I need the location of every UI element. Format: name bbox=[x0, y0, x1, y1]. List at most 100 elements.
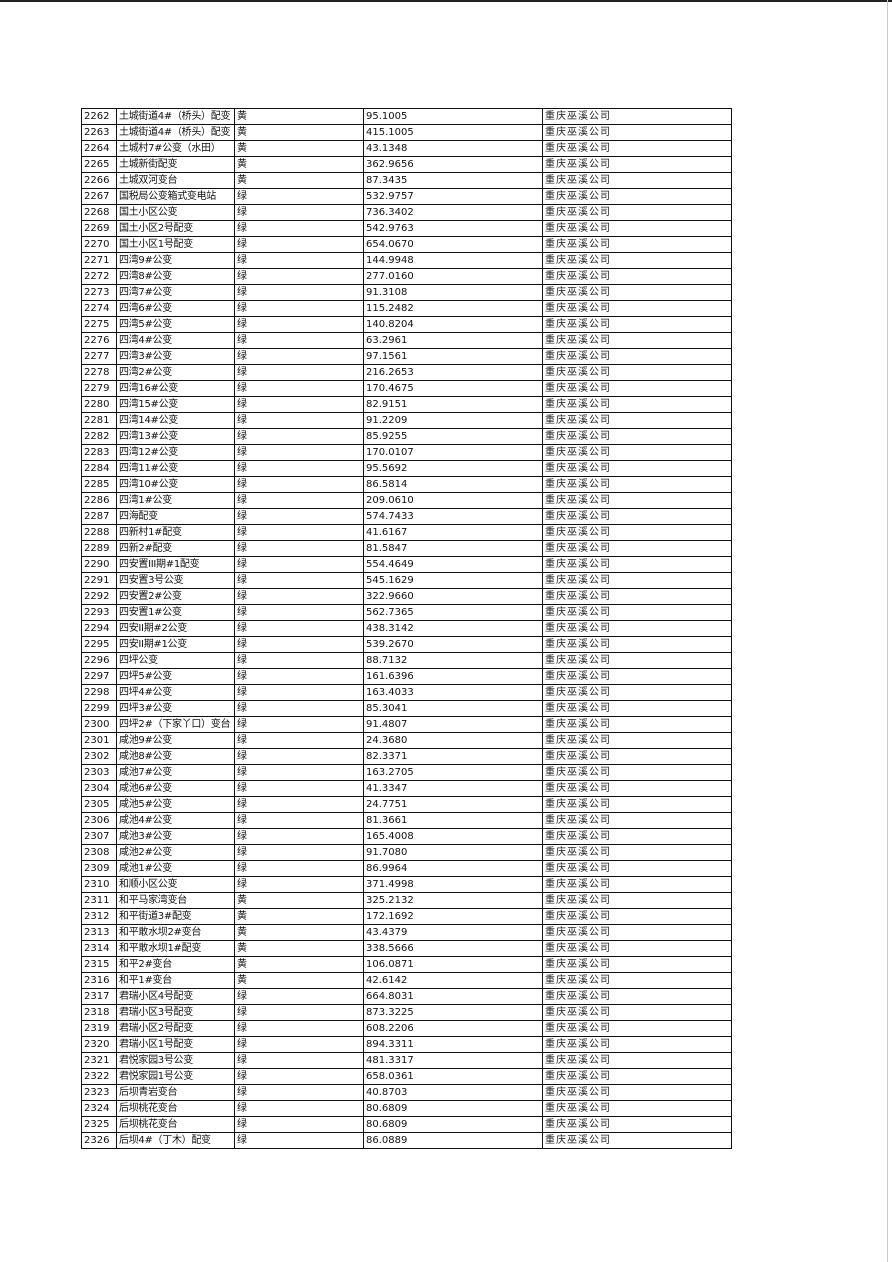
row-number-cell: 2263 bbox=[81, 124, 117, 141]
station-name-cell: 咸池3#公变 bbox=[116, 828, 235, 845]
value-cell: 91.2209 bbox=[363, 412, 543, 429]
company-cell: 重庆巫溪公司 bbox=[542, 348, 732, 365]
status-level-cell: 绿 bbox=[234, 636, 364, 653]
station-name-cell: 四坪4#公变 bbox=[116, 684, 235, 701]
company-cell: 重庆巫溪公司 bbox=[542, 860, 732, 877]
row-number-cell: 2318 bbox=[81, 1004, 117, 1021]
table-row: 2287 四海配变绿 574.7433 重庆巫溪公司 bbox=[81, 508, 732, 525]
value-cell: 85.9255 bbox=[363, 428, 543, 445]
value-cell: 41.6167 bbox=[363, 524, 543, 541]
table-row: 2284 四湾11#公变绿 95.5692 重庆巫溪公司 bbox=[81, 460, 732, 477]
row-number-cell: 2264 bbox=[81, 140, 117, 157]
station-name-cell: 和平2#变台 bbox=[116, 956, 235, 973]
company-cell: 重庆巫溪公司 bbox=[542, 1020, 732, 1037]
status-level-cell: 绿 bbox=[234, 684, 364, 701]
table-row: 2291 四安置3号公变绿 545.1629 重庆巫溪公司 bbox=[81, 572, 732, 589]
table-body: 2262 土城街道4#（桥头）配变黄 95.1005 重庆巫溪公司 2263 土城街道4#… bbox=[81, 108, 732, 1149]
table-row: 2319 君瑞小区2号配变绿 608.2206 重庆巫溪公司 bbox=[81, 1020, 732, 1037]
company-cell: 重庆巫溪公司 bbox=[542, 1100, 732, 1117]
value-cell: 86.5814 bbox=[363, 476, 543, 493]
station-name-cell: 咸池1#公变 bbox=[116, 860, 235, 877]
status-level-cell: 绿 bbox=[234, 220, 364, 237]
station-name-cell: 国土小区1号配变 bbox=[116, 236, 235, 253]
row-number-cell: 2291 bbox=[81, 572, 117, 589]
table-row: 2309 咸池1#公变绿 86.9964 重庆巫溪公司 bbox=[81, 860, 732, 877]
company-cell: 重庆巫溪公司 bbox=[542, 748, 732, 765]
station-name-cell: 和平1#变台 bbox=[116, 972, 235, 989]
company-cell: 重庆巫溪公司 bbox=[542, 364, 732, 381]
value-cell: 42.6142 bbox=[363, 972, 543, 989]
value-cell: 161.6396 bbox=[363, 668, 543, 685]
table-row: 2271 四湾9#公变绿 144.9948 重庆巫溪公司 bbox=[81, 252, 732, 269]
station-name-cell: 咸池5#公变 bbox=[116, 796, 235, 813]
station-name-cell: 土城新街配变 bbox=[116, 156, 235, 173]
company-cell: 重庆巫溪公司 bbox=[542, 1068, 732, 1085]
table-row: 2278 四湾2#公变绿 216.2653 重庆巫溪公司 bbox=[81, 364, 732, 381]
station-name-cell: 后坝青岩变台 bbox=[116, 1084, 235, 1101]
value-cell: 144.9948 bbox=[363, 252, 543, 269]
value-cell: 91.7080 bbox=[363, 844, 543, 861]
station-name-cell: 国土小区2号配变 bbox=[116, 220, 235, 237]
row-number-cell: 2307 bbox=[81, 828, 117, 845]
table-row: 2310 和顺小区公变绿 371.4998 重庆巫溪公司 bbox=[81, 876, 732, 893]
status-level-cell: 黄 bbox=[234, 908, 364, 925]
status-level-cell: 绿 bbox=[234, 396, 364, 413]
status-level-cell: 绿 bbox=[234, 252, 364, 269]
value-cell: 43.1348 bbox=[363, 140, 543, 157]
value-cell: 481.3317 bbox=[363, 1052, 543, 1069]
value-cell: 664.8031 bbox=[363, 988, 543, 1005]
table-row: 2315 和平2#变台黄 106.0871 重庆巫溪公司 bbox=[81, 956, 732, 973]
table-row: 2282 四湾13#公变绿 85.9255 重庆巫溪公司 bbox=[81, 428, 732, 445]
row-number-cell: 2297 bbox=[81, 668, 117, 685]
station-name-cell: 国土小区公变 bbox=[116, 204, 235, 221]
company-cell: 重庆巫溪公司 bbox=[542, 652, 732, 669]
station-name-cell: 四新2#配变 bbox=[116, 540, 235, 557]
status-level-cell: 黄 bbox=[234, 924, 364, 941]
company-cell: 重庆巫溪公司 bbox=[542, 444, 732, 461]
table-row: 2295 四安II期#1公变绿 539.2670 重庆巫溪公司 bbox=[81, 636, 732, 653]
station-name-cell: 四安II期#2公变 bbox=[116, 620, 235, 637]
table-row: 2275 四湾5#公变绿 140.8204 重庆巫溪公司 bbox=[81, 316, 732, 333]
station-name-cell: 咸池8#公变 bbox=[116, 748, 235, 765]
station-name-cell: 咸池9#公变 bbox=[116, 732, 235, 749]
status-level-cell: 绿 bbox=[234, 1084, 364, 1101]
row-number-cell: 2265 bbox=[81, 156, 117, 173]
row-number-cell: 2274 bbox=[81, 300, 117, 317]
status-level-cell: 黄 bbox=[234, 940, 364, 957]
value-cell: 608.2206 bbox=[363, 1020, 543, 1037]
table-row: 2300 四坪2#（下家丫口）变台绿 91.4807 重庆巫溪公司 bbox=[81, 716, 732, 733]
value-cell: 81.3661 bbox=[363, 812, 543, 829]
table-row: 2311 和平马家湾变台黄 325.2132 重庆巫溪公司 bbox=[81, 892, 732, 909]
status-level-cell: 绿 bbox=[234, 492, 364, 509]
company-cell: 重庆巫溪公司 bbox=[542, 1116, 732, 1133]
value-cell: 40.8703 bbox=[363, 1084, 543, 1101]
table-row: 2280 四湾15#公变绿 82.9151 重庆巫溪公司 bbox=[81, 396, 732, 413]
status-level-cell: 绿 bbox=[234, 1116, 364, 1133]
table-row: 2281 四湾14#公变绿 91.2209 重庆巫溪公司 bbox=[81, 412, 732, 429]
station-name-cell: 土城双河变台 bbox=[116, 172, 235, 189]
table-row: 2289 四新2#配变绿 81.5847 重庆巫溪公司 bbox=[81, 540, 732, 557]
page-right-edge bbox=[887, 0, 888, 1262]
company-cell: 重庆巫溪公司 bbox=[542, 556, 732, 573]
company-cell: 重庆巫溪公司 bbox=[542, 940, 732, 957]
row-number-cell: 2289 bbox=[81, 540, 117, 557]
station-name-cell: 和顺小区公变 bbox=[116, 876, 235, 893]
status-level-cell: 绿 bbox=[234, 204, 364, 221]
company-cell: 重庆巫溪公司 bbox=[542, 156, 732, 173]
row-number-cell: 2311 bbox=[81, 892, 117, 909]
value-cell: 216.2653 bbox=[363, 364, 543, 381]
company-cell: 重庆巫溪公司 bbox=[542, 908, 732, 925]
value-cell: 163.4033 bbox=[363, 684, 543, 701]
status-level-cell: 绿 bbox=[234, 988, 364, 1005]
value-cell: 88.7132 bbox=[363, 652, 543, 669]
value-cell: 91.4807 bbox=[363, 716, 543, 733]
station-name-cell: 国税局公变箱式变电站 bbox=[116, 188, 235, 205]
station-name-cell: 四湾6#公变 bbox=[116, 300, 235, 317]
row-number-cell: 2287 bbox=[81, 508, 117, 525]
company-cell: 重庆巫溪公司 bbox=[542, 780, 732, 797]
value-cell: 87.3435 bbox=[363, 172, 543, 189]
value-cell: 325.2132 bbox=[363, 892, 543, 909]
company-cell: 重庆巫溪公司 bbox=[542, 796, 732, 813]
row-number-cell: 2278 bbox=[81, 364, 117, 381]
table-row: 2298 四坪4#公变绿 163.4033 重庆巫溪公司 bbox=[81, 684, 732, 701]
